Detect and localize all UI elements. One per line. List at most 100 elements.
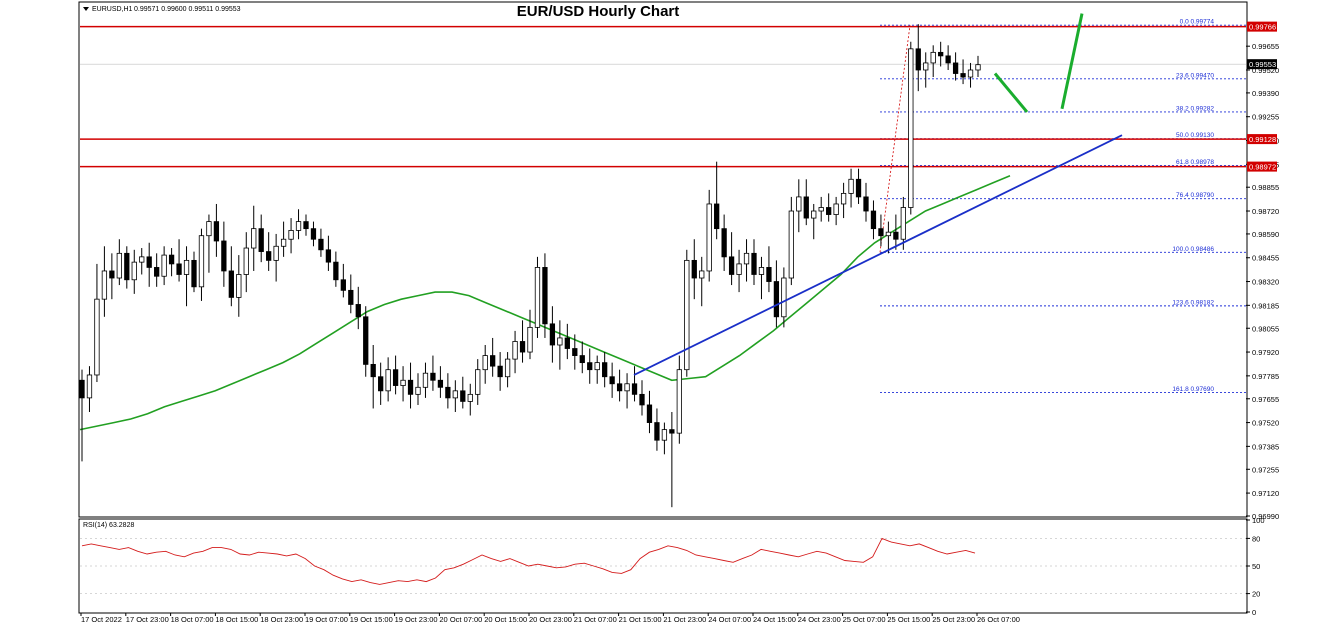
candle [109, 253, 115, 300]
rsi-tick-label: 20 [1252, 590, 1260, 599]
price-tags: 0.99766 0.99128 0.98972 0.99553 [1247, 21, 1277, 172]
candle-body [714, 203, 720, 230]
time-tick-label: 18 Oct 15:00 [215, 615, 258, 624]
fib-level-label: 161.8 0.97690 [1172, 386, 1214, 393]
candle [243, 232, 249, 293]
candle-body [796, 196, 802, 212]
candle-body [251, 228, 257, 249]
candle [437, 366, 444, 398]
candle [497, 352, 503, 391]
candle [699, 256, 705, 307]
candle [280, 221, 287, 257]
candle [557, 320, 563, 370]
candle-body [721, 228, 727, 258]
price-tick-label: 0.99655 [1252, 42, 1279, 51]
candle [758, 256, 765, 300]
candle [139, 248, 145, 275]
fib-level-label: 50.0 0.99130 [1176, 132, 1214, 139]
candle [333, 251, 339, 287]
chart-title: EUR/USD Hourly Chart [517, 3, 680, 20]
price-tick-label: 0.99255 [1252, 113, 1279, 122]
candle-body [198, 235, 205, 288]
candle-body [781, 277, 787, 318]
candle [908, 41, 914, 215]
candle-body [885, 231, 892, 237]
rsi-tick-label: 100 [1252, 516, 1265, 525]
candle [288, 218, 294, 254]
candle-body [86, 374, 93, 399]
candle-body [915, 48, 921, 71]
candle-body [646, 404, 653, 423]
candle [101, 246, 108, 317]
candle [460, 376, 466, 409]
fib-level-label: 61.8 0.98978 [1176, 159, 1214, 166]
projection-arrow-down [993, 72, 1029, 113]
candle-body [437, 379, 444, 388]
candle [967, 62, 974, 88]
resistance-price-tag [1247, 134, 1277, 145]
current-price-tag-label: 0.99553 [1249, 60, 1276, 69]
candle-body [706, 203, 712, 272]
candle-body [139, 256, 145, 263]
candle [930, 45, 936, 78]
candle [728, 232, 735, 286]
candle-body [938, 51, 944, 57]
candle [325, 235, 332, 271]
candle-body [430, 372, 436, 381]
candle [206, 214, 212, 273]
symbol-label: EURUSD,H1 [92, 6, 133, 13]
price-tick-label: 0.99520 [1252, 66, 1279, 75]
candle [624, 373, 630, 409]
candle [348, 274, 354, 314]
candle [863, 182, 869, 222]
candle-body [826, 207, 832, 215]
candle-body [340, 279, 346, 291]
candle-body [497, 365, 503, 378]
candle-body [751, 252, 757, 275]
candle-body [684, 259, 690, 371]
candle [818, 196, 824, 222]
candle [848, 168, 854, 208]
candle-body [900, 207, 906, 240]
time-tick-label: 21 Oct 07:00 [574, 615, 617, 624]
candle-body [504, 358, 511, 378]
time-tick-label: 21 Oct 15:00 [619, 615, 662, 624]
candle [587, 348, 593, 384]
candle [669, 411, 675, 508]
time-axis: 17 Oct 2022 17 Oct 23:00 18 Oct 07:00 18 Oc… [80, 613, 1020, 624]
candle-body [557, 337, 563, 346]
candle-body [228, 270, 234, 298]
time-tick-label: 21 Oct 23:00 [663, 615, 706, 624]
candle-body [183, 259, 190, 275]
time-tick-label: 24 Oct 15:00 [753, 615, 796, 624]
candle-body [691, 259, 697, 279]
bullish-trendline [633, 134, 1123, 376]
rsi-label: RSI(14) 63.2828 [83, 522, 134, 529]
candle-body [355, 304, 361, 318]
candle [743, 239, 750, 282]
candle-body [699, 270, 705, 279]
candle-body [945, 55, 951, 64]
candle [960, 59, 966, 85]
candle [646, 390, 653, 434]
candle-body [280, 238, 287, 247]
candle-body [975, 64, 981, 71]
candle [146, 242, 152, 287]
candle-body [266, 251, 272, 261]
candle-body [94, 298, 100, 376]
candle-body [333, 261, 339, 281]
candle-body [258, 228, 264, 252]
candle-body [587, 362, 593, 371]
candle [318, 228, 324, 257]
price-tick-label: 0.97255 [1252, 465, 1279, 474]
candle-body [923, 62, 929, 71]
resistance-price-tag [1247, 21, 1277, 32]
time-tick-label: 25 Oct 15:00 [887, 615, 930, 624]
resistance-price-tag [1247, 161, 1277, 172]
candle [191, 251, 197, 293]
candle-body [295, 221, 302, 231]
trendline [633, 134, 1123, 376]
fib-level-label: 76.4 0.98790 [1176, 192, 1214, 199]
candle-body [893, 231, 899, 240]
candle [295, 209, 302, 240]
